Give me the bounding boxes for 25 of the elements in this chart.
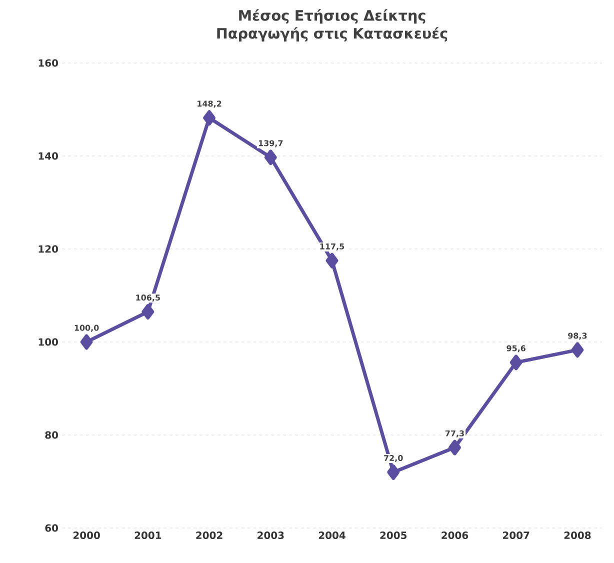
x-tick-label: 2003 [258, 532, 284, 540]
point [571, 342, 584, 358]
x-tick-label: 2006 [442, 532, 468, 540]
chart-title: Μέσος Ετήσιος Δείκτης Παραγωγής στις Κατασκευές [217, 9, 448, 42]
point [203, 110, 216, 126]
point [326, 252, 338, 268]
point [264, 150, 277, 166]
x-tick-label: 2007 [503, 532, 530, 540]
y-tick-label: 60 [45, 524, 58, 532]
x-tick-label: 2008 [564, 532, 591, 540]
y-tick-label: 100 [38, 338, 58, 346]
point [448, 440, 461, 456]
y-tick-label: 160 [38, 59, 58, 67]
y-tick-label: 80 [45, 431, 58, 439]
x-tick-label: 2005 [380, 532, 407, 540]
x-tick-label: 2000 [73, 532, 100, 540]
y-tick-label: 120 [38, 245, 58, 253]
point [510, 354, 522, 370]
y-tick-label: 140 [38, 152, 58, 160]
point [142, 304, 154, 320]
point [387, 464, 400, 480]
point [80, 334, 93, 350]
x-tick-label: 2001 [134, 532, 162, 540]
x-tick-label: 2004 [318, 532, 346, 540]
x-tick-label: 2002 [196, 532, 222, 540]
